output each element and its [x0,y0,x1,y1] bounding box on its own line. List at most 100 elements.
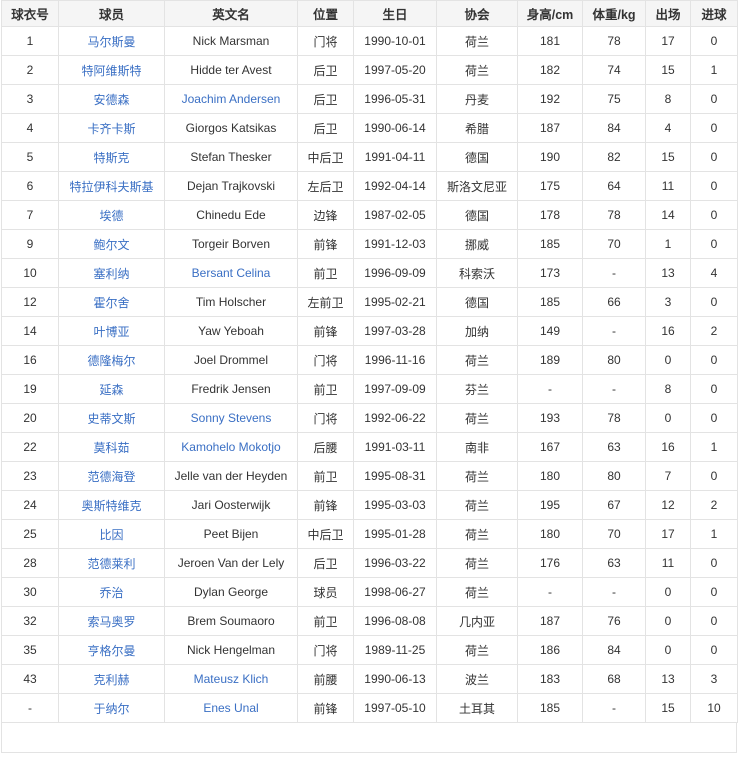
cell-birthday: 1992-04-14 [353,171,437,201]
cell-birthday: 1996-05-31 [353,84,437,114]
player-link[interactable]: 特拉伊科夫斯基 [69,179,154,194]
cell-english-name: Nick Marsman [164,26,298,56]
cell-english-name: Enes Unal [164,693,298,723]
cell-association: 荷兰 [436,577,518,607]
cell-position: 前锋 [297,229,354,259]
player-link[interactable]: 特斯克 [93,150,130,165]
cell-association: 荷兰 [436,490,518,520]
english-name-link[interactable]: Kamohelo Mokotjo [181,440,281,454]
cell-weight: - [582,258,646,288]
player-link[interactable]: 延森 [99,382,124,397]
cell-english-name: Hidde ter Avest [164,55,298,85]
player-link[interactable]: 史蒂文斯 [87,411,136,426]
table-row: 16 德隆梅尔 Joel Drommel 门将 1996-11-16 荷兰 189 80 0 0 [1,345,738,375]
cell-position: 中后卫 [297,142,354,172]
cell-english-name: Jeroen Van der Lely [164,548,298,578]
player-link[interactable]: 克利赫 [93,672,130,687]
english-name-link[interactable]: Sonny Stevens [190,411,272,425]
table-row: 9 鲍尔文 Torgeir Borven 前锋 1991-12-03 挪威 185 70 1 0 [1,229,738,259]
player-link[interactable]: 霍尔舍 [93,295,130,310]
cell-appearances: 3 [645,287,691,317]
table-row: 28 范德莱利 Jeroen Van der Lely 后卫 1996-03-22 荷兰 1… [1,548,738,578]
player-link[interactable]: 比因 [99,527,124,542]
cell-number: 32 [1,606,59,636]
cell-appearances: 15 [645,693,691,723]
cell-goals: 4 [690,258,738,288]
player-link[interactable]: 塞利纳 [93,266,130,281]
table-row: 4 卡齐卡斯 Giorgos Katsikas 后卫 1990-06-14 希腊 187 84… [1,113,738,143]
cell-player: 乔治 [58,577,165,607]
english-name-link[interactable]: Enes Unal [203,701,259,715]
cell-height: - [517,374,583,404]
cell-height: - [517,577,583,607]
cell-player: 延森 [58,374,165,404]
cell-weight: 76 [582,606,646,636]
cell-birthday: 1996-11-16 [353,345,437,375]
cell-player: 范德莱利 [58,548,165,578]
cell-number: 9 [1,229,59,259]
player-link[interactable]: 奥斯特维克 [81,498,142,513]
cell-association: 斯洛文尼亚 [436,171,518,201]
cell-weight: 80 [582,461,646,491]
cell-player: 于纳尔 [58,693,165,723]
player-link[interactable]: 范德海登 [87,469,136,484]
cell-weight: 78 [582,403,646,433]
table-row: 10 塞利纳 Bersant Celina 前卫 1996-09-09 科索沃 173-13… [1,258,738,288]
cell-player: 叶博亚 [58,316,165,346]
cell-english-name: Peet Bijen [164,519,298,549]
cell-height: 193 [517,403,583,433]
cell-weight: 84 [582,113,646,143]
cell-height: 181 [517,26,583,56]
player-link[interactable]: 范德莱利 [87,556,136,571]
roster-table-container: 球衣号 球员 英文名 位置 生日 协会 身高/cm 体重/kg 出场 进球 1 马尔斯曼 Nick M… [1,0,738,753]
player-link[interactable]: 德隆梅尔 [87,353,136,368]
cell-association: 荷兰 [436,461,518,491]
cell-appearances: 8 [645,84,691,114]
player-link[interactable]: 索马奥罗 [87,614,136,629]
english-name-link[interactable]: Bersant Celina [191,266,271,280]
cell-player: 特拉伊科夫斯基 [58,171,165,201]
player-link[interactable]: 于纳尔 [93,701,130,716]
cell-birthday: 1995-02-21 [353,287,437,317]
english-name-link[interactable]: Mateusz Klich [193,672,269,686]
cell-english-name: Stefan Thesker [164,142,298,172]
player-link[interactable]: 叶博亚 [93,324,130,339]
header-english-name: 英文名 [164,0,298,27]
cell-position: 左前卫 [297,287,354,317]
cell-association: 荷兰 [436,635,518,665]
cell-goals: 0 [690,84,738,114]
cell-appearances: 7 [645,461,691,491]
player-link[interactable]: 鲍尔文 [93,237,130,252]
cell-goals: 0 [690,171,738,201]
cell-position: 前锋 [297,316,354,346]
cell-association: 几内亚 [436,606,518,636]
cell-goals: 0 [690,287,738,317]
player-link[interactable]: 亨格尔曼 [87,643,136,658]
cell-birthday: 1987-02-05 [353,200,437,230]
cell-appearances: 15 [645,142,691,172]
player-link[interactable]: 马尔斯曼 [87,34,136,49]
player-link[interactable]: 莫科茹 [93,440,130,455]
header-row: 球衣号 球员 英文名 位置 生日 协会 身高/cm 体重/kg 出场 进球 [1,0,738,27]
player-link[interactable]: 安德森 [93,92,130,107]
cell-english-name: Torgeir Borven [164,229,298,259]
cell-english-name: Joel Drommel [164,345,298,375]
cell-weight: 78 [582,200,646,230]
cell-weight: 75 [582,84,646,114]
cell-goals: 0 [690,26,738,56]
cell-height: 187 [517,113,583,143]
cell-weight: - [582,316,646,346]
cell-english-name: Giorgos Katsikas [164,113,298,143]
cell-appearances: 12 [645,490,691,520]
cell-player: 德隆梅尔 [58,345,165,375]
cell-weight: 66 [582,287,646,317]
english-name-link[interactable]: Joachim Andersen [181,92,281,106]
player-link[interactable]: 乔治 [99,585,124,600]
player-link[interactable]: 卡齐卡斯 [87,121,136,136]
cell-weight: 64 [582,171,646,201]
cell-number: 24 [1,490,59,520]
player-link[interactable]: 特阿维斯特 [81,63,142,78]
header-birthday: 生日 [353,0,437,27]
player-link[interactable]: 埃德 [99,208,124,223]
cell-association: 丹麦 [436,84,518,114]
